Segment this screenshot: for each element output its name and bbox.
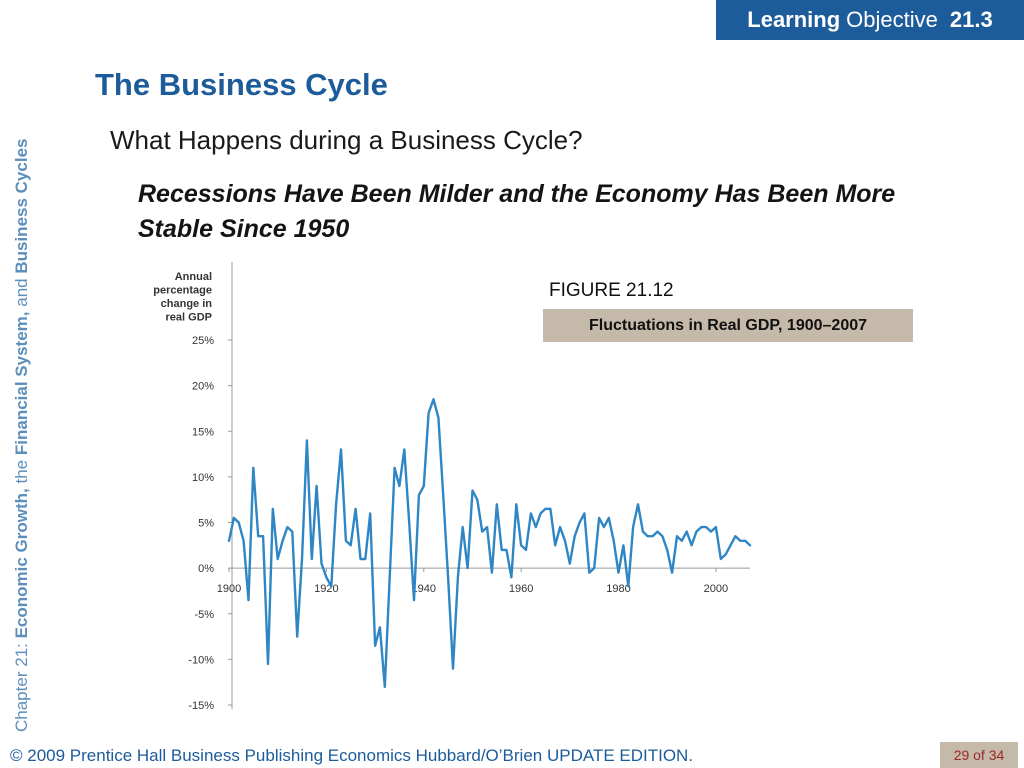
learning-objective-badge: Learning Objective 21.3 [716, 0, 1024, 40]
slide-title: The Business Cycle [95, 67, 388, 102]
x-tick-label: 2000 [704, 583, 728, 595]
x-tick-label: 1900 [217, 583, 241, 595]
y-tick-label: 20% [192, 381, 214, 393]
y-tick-label: 0% [198, 563, 214, 575]
slide-heading: Recessions Have Been Milder and the Econ… [138, 180, 896, 243]
y-axis-label-line: real GDP [166, 312, 212, 324]
page-indicator: 29 of 34 [940, 742, 1018, 768]
footer-copyright: © 2009 Prentice Hall Business Publishing… [10, 746, 694, 765]
x-ticks: 1900 1920 1940 1960 1980 2000 [217, 568, 728, 595]
y-axis-label-line: Annual [175, 271, 212, 283]
y-tick-label: 5% [198, 518, 214, 530]
y-axis-label-line: percentage [153, 285, 212, 297]
y-axis-label-line: change in [161, 298, 213, 310]
learning-label: Learning [747, 7, 841, 32]
y-tick-label: 25% [192, 335, 214, 347]
x-tick-label: 1980 [606, 583, 630, 595]
gdp-series-line [227, 398, 752, 688]
objective-label: Objective [846, 7, 938, 32]
y-tick-label: -10% [188, 654, 214, 666]
y-tick-label: -5% [194, 609, 214, 621]
y-tick-label: -15% [188, 700, 214, 712]
x-tick-label: 1920 [314, 583, 338, 595]
y-ticks: 25% 20% 15% 10% 5% 0% -5% -10% -15% [188, 335, 232, 712]
y-tick-label: 15% [192, 426, 214, 438]
objective-number: 21.3 [949, 7, 993, 32]
slide-subtitle: What Happens during a Business Cycle? [110, 125, 583, 155]
figure-label: FIGURE 21.12 [549, 280, 674, 301]
figure-caption: Fluctuations in Real GDP, 1900–2007 [543, 309, 913, 342]
x-tick-label: 1940 [412, 583, 436, 595]
y-tick-label: 10% [192, 472, 214, 484]
series-lines [227, 398, 752, 688]
x-tick-label: 1960 [509, 583, 533, 595]
